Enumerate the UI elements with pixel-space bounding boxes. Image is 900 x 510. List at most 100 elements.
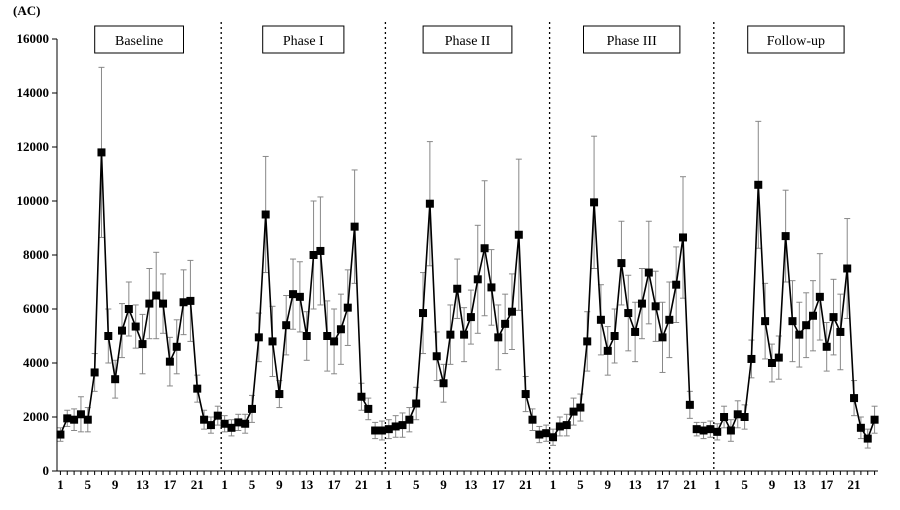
x-tick-label: 1 <box>550 477 557 492</box>
y-tick-label: 2000 <box>23 409 49 424</box>
y-tick-label: 16000 <box>17 31 50 46</box>
data-point <box>357 392 366 401</box>
data-point <box>453 284 462 293</box>
data-point <box>590 198 599 207</box>
data-point <box>254 333 263 342</box>
data-point <box>466 313 475 322</box>
data-point <box>535 430 544 439</box>
data-point <box>562 421 571 430</box>
data-point <box>528 415 537 424</box>
y-tick-label: 10000 <box>17 193 50 208</box>
x-tick-label: 13 <box>136 477 150 492</box>
data-point <box>720 413 729 421</box>
data-point <box>747 354 756 363</box>
data-point <box>494 333 503 342</box>
data-point <box>576 403 585 412</box>
data-point <box>617 259 626 268</box>
data-point <box>261 210 270 219</box>
data-point <box>145 299 154 308</box>
y-tick-label: 14000 <box>17 85 50 100</box>
y-tick-label: 6000 <box>23 301 49 316</box>
data-point <box>432 352 441 361</box>
data-point <box>767 359 776 367</box>
data-point <box>501 319 510 328</box>
data-point <box>850 394 859 403</box>
data-point <box>514 230 523 239</box>
data-point <box>521 390 530 399</box>
data-point <box>186 296 195 305</box>
data-point <box>569 407 578 416</box>
x-tick-label: 17 <box>328 477 342 492</box>
series-line <box>375 203 534 432</box>
data-point <box>302 332 311 340</box>
phase-label-box <box>94 25 184 54</box>
x-tick-label: 1 <box>714 477 721 492</box>
x-tick-label: 5 <box>741 477 748 492</box>
data-point <box>473 275 482 284</box>
data-point <box>282 321 291 330</box>
data-point <box>90 368 99 377</box>
data-point <box>220 419 229 428</box>
phase-labels: Baseline Phase I Phase II Phase III Follow-u… <box>94 25 845 54</box>
data-point <box>227 423 236 432</box>
x-tick-label: 5 <box>85 477 92 492</box>
data-point <box>323 332 332 340</box>
data-point <box>644 268 653 277</box>
data-point <box>138 340 147 349</box>
data-point <box>596 315 605 324</box>
data-point <box>70 415 79 424</box>
data-point <box>152 291 161 300</box>
x-tick-label: 5 <box>413 477 420 492</box>
x-tick-label: 13 <box>464 477 478 492</box>
x-tick-label: 1 <box>57 477 64 492</box>
x-tick-label: 21 <box>355 477 368 492</box>
data-point <box>343 303 352 312</box>
data-point <box>295 292 304 301</box>
phase-dividers <box>220 22 715 471</box>
data-point <box>555 422 564 431</box>
data-point <box>603 346 612 355</box>
x-tick-label: 17 <box>492 477 506 492</box>
data-point <box>446 330 455 339</box>
data-point <box>507 307 516 316</box>
data-point <box>651 302 660 311</box>
data-point <box>863 434 872 443</box>
x-tick-label: 1 <box>386 477 393 492</box>
data-point <box>685 400 694 409</box>
data-point <box>836 327 845 336</box>
data-point <box>658 333 667 342</box>
data-point <box>131 322 140 331</box>
x-tick-label: 9 <box>605 477 612 492</box>
data-point <box>124 305 133 313</box>
series-lines <box>59 152 876 441</box>
data-point <box>822 342 831 351</box>
data-point <box>672 280 681 289</box>
data-point <box>460 330 469 339</box>
data-point <box>774 353 783 362</box>
data-point <box>398 421 407 430</box>
data-point <box>159 299 168 308</box>
data-point <box>631 327 640 336</box>
data-point <box>117 326 126 335</box>
data-point <box>275 390 284 399</box>
phase-label-box <box>262 25 345 54</box>
data-point <box>487 283 496 292</box>
data-point <box>289 290 298 299</box>
axes: 0 2000 4000 6000 8000 10000 12000 14000 16000 1 5 9… <box>17 31 878 492</box>
phase-label-box <box>422 25 513 54</box>
data-point <box>754 180 763 189</box>
x-tick-label: 21 <box>848 477 861 492</box>
data-point <box>405 415 414 424</box>
phase-label-box <box>583 25 681 54</box>
data-point <box>706 425 715 434</box>
data-point <box>809 311 818 320</box>
phase-label: Phase II <box>445 34 491 49</box>
x-tick-label: 5 <box>577 477 584 492</box>
data-point <box>384 425 393 434</box>
data-point <box>713 427 722 436</box>
data-point <box>63 414 72 423</box>
phase-label: Baseline <box>115 34 163 49</box>
y-tick-label: 12000 <box>17 139 50 154</box>
data-point <box>179 298 188 307</box>
